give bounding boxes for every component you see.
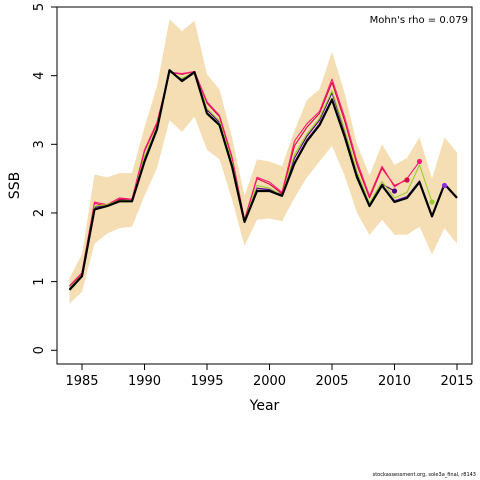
retro-endpoint-5 <box>441 182 448 189</box>
y-tick-label: 1 <box>32 277 47 285</box>
x-tick-label: 2005 <box>315 374 348 389</box>
y-tick-label: 3 <box>32 140 47 148</box>
series-line-main <box>68 69 458 291</box>
x-axis-label: Year <box>249 398 280 414</box>
retro-endpoint-2 <box>404 177 410 183</box>
plot-frame <box>56 6 473 365</box>
x-tick-label: 2010 <box>378 374 411 389</box>
y-tick-label: 4 <box>32 72 47 80</box>
mohns-rho-annotation: Mohn's rho = 0.079 <box>370 15 468 26</box>
x-tick-label: 1985 <box>65 374 98 389</box>
retro-endpoint-1 <box>391 188 398 194</box>
y-tick-label: 0 <box>32 346 47 354</box>
x-axis: 1985 1990 1995 2000 2005 2010 2015 <box>65 364 474 389</box>
y-tick-label: 5 <box>32 3 47 11</box>
y-tick-label: 2 <box>32 209 47 217</box>
y-axis: 0 1 2 3 4 5 <box>32 3 57 354</box>
x-tick-label: 1990 <box>128 374 161 389</box>
x-tick-label: 2015 <box>440 374 473 389</box>
footer-credit: stockassessment.org, sole3a_final, r8143 <box>372 472 476 478</box>
x-tick-label: 1995 <box>190 374 223 389</box>
retro-endpoint-3 <box>416 158 423 165</box>
x-tick-label: 2000 <box>253 374 286 389</box>
retro-endpoint-4 <box>429 199 435 205</box>
y-axis-label: SSB <box>7 172 23 199</box>
confidence-band <box>69 19 457 304</box>
